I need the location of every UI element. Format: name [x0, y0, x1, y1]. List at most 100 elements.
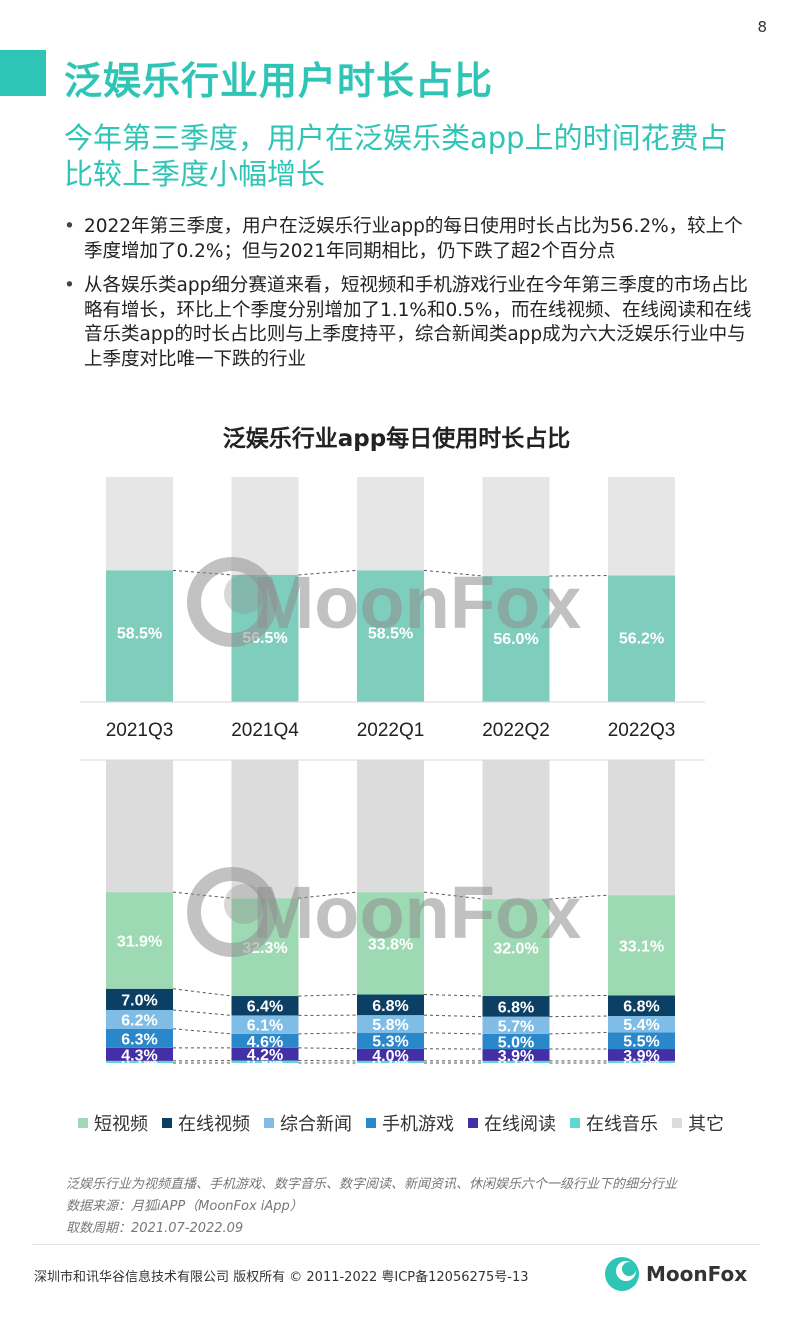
legend-item: 其它	[672, 1110, 724, 1136]
title-accent-bar	[0, 50, 46, 96]
stacked-bar-segment	[482, 996, 550, 1017]
stacked-bar-segment	[106, 1060, 173, 1063]
legend-label: 短视频	[94, 1114, 148, 1135]
stacked-connector-line	[172, 1009, 232, 1016]
legend-swatch	[570, 1118, 580, 1128]
watermark-moon-icon	[187, 867, 277, 957]
segment-value-label: 6.8%	[623, 999, 659, 1016]
bar-value-label: 56.0%	[493, 631, 538, 648]
bullet-list: 2022年第三季度，用户在泛娱乐行业app的每日使用时长占比为56.2%，较上个…	[62, 215, 752, 382]
stacked-bar-segment	[106, 1009, 173, 1029]
segment-value-label: 4.0%	[372, 1048, 408, 1065]
segment-value-label: 7.0%	[121, 992, 157, 1009]
segment-value-label: 5.8%	[372, 1017, 408, 1034]
stacked-bar-segment	[482, 1033, 550, 1050]
stacked-connector-line	[549, 1031, 609, 1035]
bar-segment-entertainment	[482, 576, 550, 702]
stacked-bar-segment	[482, 1060, 550, 1063]
segment-value-label: 4.2%	[247, 1047, 283, 1064]
segment-value-label: 6.8%	[498, 999, 534, 1016]
stacked-connector-line	[298, 891, 358, 899]
footer-copyright: 深圳市和讯华谷信息技术有限公司 版权所有 © 2011-2022 粤ICP备12…	[34, 1270, 529, 1285]
bar-value-label: 58.5%	[368, 625, 413, 642]
legend-swatch	[264, 1118, 274, 1128]
stacked-bar-segment	[608, 1060, 675, 1063]
stacked-bar-segment	[231, 1047, 299, 1061]
legend-item: 在线阅读	[468, 1110, 556, 1136]
stacked-connector-line	[549, 894, 609, 900]
watermark-text: MoonFox	[253, 561, 582, 644]
bar-segment-rest	[608, 477, 675, 576]
segment-value-label: 3.9%	[498, 1048, 534, 1065]
watermark-moon-icon	[187, 557, 277, 647]
legend-item: 短视频	[78, 1110, 148, 1136]
legend-swatch	[366, 1118, 376, 1128]
moonfox-logo-icon	[605, 1257, 639, 1291]
bar-segment-rest	[106, 477, 173, 571]
segment-value-label: 4.6%	[247, 1034, 283, 1051]
legend-item: 综合新闻	[264, 1110, 352, 1136]
chart-legend: 短视频 在线视频 综合新闻 手机游戏 在线阅读 在线音乐 其它	[78, 1110, 758, 1136]
legend-item: 手机游戏	[366, 1110, 454, 1136]
stacked-connector-line	[172, 891, 232, 899]
stacked-bar-segment	[357, 994, 424, 1016]
footer-divider	[32, 1244, 760, 1245]
stacked-bar-segment	[608, 1032, 675, 1050]
legend-label: 手机游戏	[382, 1114, 454, 1135]
legend-item: 在线视频	[162, 1110, 250, 1136]
legend-swatch	[78, 1118, 88, 1128]
watermark-text: MoonFox	[253, 871, 582, 954]
bullet-item: 2022年第三季度，用户在泛娱乐行业app的每日使用时长占比为56.2%，较上个…	[62, 215, 752, 264]
segment-value-label: 5.5%	[623, 1034, 659, 1051]
segment-value-label: 5.0%	[498, 1034, 534, 1051]
stacked-connector-line	[172, 988, 232, 997]
stacked-bar-segment-other	[106, 760, 173, 893]
bar-segment-rest	[482, 477, 550, 576]
x-axis-tick-label: 2021Q4	[231, 720, 299, 741]
stacked-bar-segment-other	[357, 760, 424, 893]
stacked-bar-segment	[106, 892, 173, 989]
note-line: 泛娱乐行业为视频直播、手机游戏、数字音乐、数字阅读、新闻资讯、休闲娱乐六个一级行…	[66, 1177, 678, 1192]
stacked-bar-segment	[608, 895, 675, 996]
x-axis-tick-label: 2022Q1	[357, 720, 425, 741]
stacked-bar-segment	[482, 1016, 550, 1034]
stacked-bar-segment	[106, 1047, 173, 1061]
page-number: 8	[757, 18, 767, 36]
x-axis-tick-label: 2021Q3	[106, 720, 174, 741]
chart-title: 泛娱乐行业app每日使用时长占比	[222, 426, 571, 452]
page-title: 泛娱乐行业用户时长占比	[64, 59, 494, 103]
segment-value-label: 33.1%	[619, 938, 664, 955]
segment-value-label: 6.8%	[372, 998, 408, 1015]
stacked-bar-segment	[106, 988, 173, 1010]
segment-value-label: 3.9%	[623, 1048, 659, 1065]
moonfox-logo: MoonFox	[604, 1256, 747, 1292]
stacked-connector-line	[298, 1032, 358, 1035]
stacked-bar-segment	[608, 1016, 675, 1033]
source-notes: 泛娱乐行业为视频直播、手机游戏、数字音乐、数字阅读、新闻资讯、休闲娱乐六个一级行…	[66, 1174, 677, 1240]
segment-value-label: 6.4%	[247, 999, 283, 1016]
legend-label: 综合新闻	[280, 1114, 352, 1135]
stacked-bar-segment	[231, 1060, 299, 1063]
stacked-connector-line	[549, 994, 609, 997]
stacked-connector-line	[423, 1014, 483, 1018]
stacked-bar-segment	[231, 1015, 299, 1034]
legend-swatch	[162, 1118, 172, 1128]
legend-swatch	[468, 1118, 478, 1128]
stacked-connector-line	[423, 1032, 483, 1035]
chart-canvas: 58.5%2021Q356.5%2021Q458.5%2022Q156.0%20…	[80, 477, 705, 1065]
segment-value-label: 32.0%	[493, 941, 538, 958]
stacked-bar-segment	[231, 996, 299, 1016]
stacked-bar-segment-other	[482, 760, 550, 900]
legend-item: 在线音乐	[570, 1110, 658, 1136]
bar-value-label: 58.5%	[117, 625, 162, 642]
bar-value-label: 56.2%	[619, 631, 664, 648]
segment-value-label: 6.3%	[121, 1031, 157, 1048]
stacked-bar-segment	[482, 899, 550, 997]
stacked-connector-line	[549, 1015, 609, 1018]
legend-label: 在线视频	[178, 1114, 250, 1135]
stacked-bar-segment	[608, 1049, 675, 1061]
stacked-bar-segment	[357, 892, 424, 995]
stacked-bar-segment	[357, 1060, 424, 1063]
segment-value-label: 5.3%	[372, 1034, 408, 1051]
x-axis-tick-label: 2022Q2	[482, 720, 550, 741]
